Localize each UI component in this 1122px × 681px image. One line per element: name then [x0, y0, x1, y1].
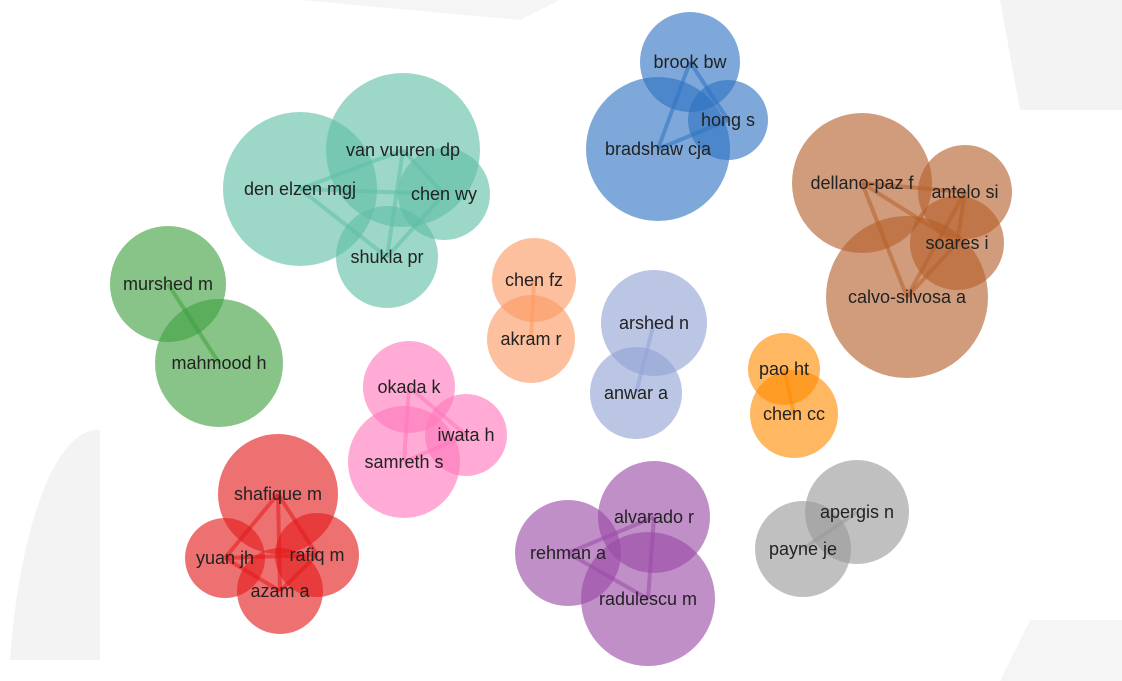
- node-anwar-a[interactable]: [590, 347, 682, 439]
- node-samreth-s[interactable]: [348, 406, 460, 518]
- node-label-rafiq-m: rafiq m: [289, 545, 344, 565]
- node-label-radulescu-m: radulescu m: [599, 589, 697, 609]
- node-label-mahmood-h: mahmood h: [171, 353, 266, 373]
- node-label-alvarado-r: alvarado r: [614, 507, 694, 527]
- node-chen-wy[interactable]: [398, 148, 490, 240]
- node-calvo-silvosa-a[interactable]: [826, 216, 988, 378]
- node-label-den-elzen-mgj: den elzen mgj: [244, 179, 356, 199]
- node-label-hong-s: hong s: [701, 110, 755, 130]
- node-label-chen-wy: chen wy: [411, 184, 477, 204]
- node-den-elzen-mgj[interactable]: [223, 112, 377, 266]
- node-label-rehman-a: rehman a: [530, 543, 607, 563]
- node-shukla-pr[interactable]: [336, 206, 438, 308]
- node-chen-cc[interactable]: [750, 370, 838, 458]
- node-label-payne-je: payne je: [769, 539, 837, 559]
- node-label-brook-bw: brook bw: [653, 52, 727, 72]
- node-label-iwata-h: iwata h: [437, 425, 494, 445]
- background-watermark: [10, 0, 1122, 681]
- node-label-bradshaw-cja: bradshaw cja: [605, 139, 712, 159]
- node-label-dellano-paz-f: dellano-paz f: [810, 173, 914, 193]
- node-payne-je[interactable]: [755, 501, 851, 597]
- node-label-okada-k: okada k: [377, 377, 441, 397]
- node-label-van-vuuren-dp: van vuuren dp: [346, 140, 460, 160]
- node-label-murshed-m: murshed m: [123, 274, 213, 294]
- node-label-arshed-n: arshed n: [619, 313, 689, 333]
- node-label-azam-a: azam a: [250, 581, 310, 601]
- node-label-akram-r: akram r: [500, 329, 561, 349]
- label-layer: van vuuren dp den elzen mgj chen wy shukla …: [123, 52, 999, 609]
- node-label-shafique-m: shafique m: [234, 484, 322, 504]
- node-label-chen-cc: chen cc: [763, 404, 825, 424]
- node-label-pao-ht: pao ht: [759, 359, 809, 379]
- node-label-apergis-n: apergis n: [820, 502, 894, 522]
- node-bradshaw-cja[interactable]: [586, 77, 730, 221]
- node-label-soares-i: soares i: [925, 233, 988, 253]
- node-mahmood-h[interactable]: [155, 299, 283, 427]
- node-label-shukla-pr: shukla pr: [350, 247, 423, 267]
- node-label-samreth-s: samreth s: [364, 452, 443, 472]
- node-radulescu-m[interactable]: [581, 532, 715, 666]
- node-label-calvo-silvosa-a: calvo-silvosa a: [848, 287, 967, 307]
- node-label-antelo-si: antelo si: [931, 182, 998, 202]
- node-azam-a[interactable]: [237, 548, 323, 634]
- node-label-yuan-jh: yuan jh: [196, 548, 254, 568]
- node-layer: [110, 12, 1012, 666]
- node-akram-r[interactable]: [487, 295, 575, 383]
- node-label-anwar-a: anwar a: [604, 383, 669, 403]
- node-label-chen-fz: chen fz: [505, 270, 563, 290]
